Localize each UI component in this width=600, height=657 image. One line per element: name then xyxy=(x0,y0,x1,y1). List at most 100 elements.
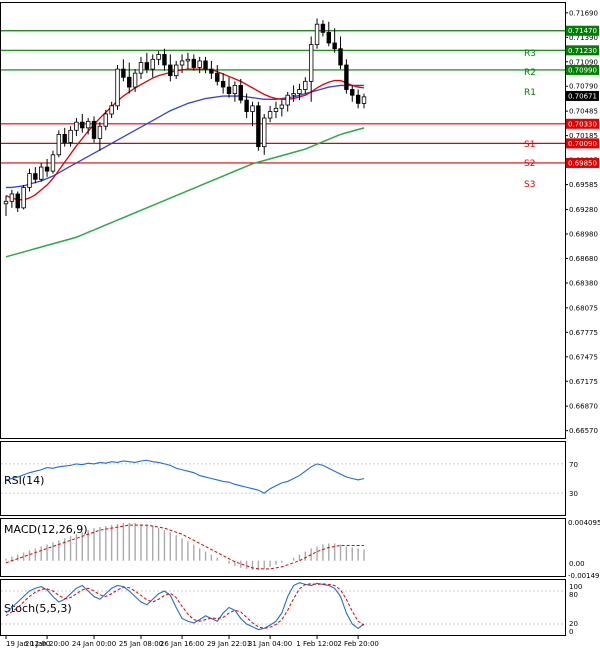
candle-body xyxy=(355,94,361,104)
rsi-tick-30: 30 xyxy=(569,490,578,498)
y-tick-label: 0.66570 xyxy=(569,427,598,435)
candle-body xyxy=(361,96,367,104)
level-price-label: 0.71470 xyxy=(568,27,597,35)
level-price-label: 0.70330 xyxy=(568,120,597,128)
candle-body xyxy=(156,54,161,60)
candle-body xyxy=(262,117,267,148)
level-price-box xyxy=(566,118,599,129)
x-tick-label: 24 Jan 00:00 xyxy=(72,640,116,648)
level-label-r1: R1 xyxy=(524,88,536,98)
level-price-label: 0.71230 xyxy=(568,47,597,55)
ma-red-line xyxy=(5,68,365,201)
candle-body xyxy=(314,23,320,46)
candle-body xyxy=(273,107,279,112)
y-tick-label: 0.70185 xyxy=(569,132,598,140)
candle-body xyxy=(132,72,138,88)
x-tick-label: 26 Jan 16:00 xyxy=(160,640,204,648)
macd-tick-zero: 0.00 xyxy=(569,560,585,568)
current-price-label: 0.70671 xyxy=(568,92,597,100)
macd-panel xyxy=(0,518,566,577)
candle-body xyxy=(244,99,249,112)
candle-body xyxy=(279,104,285,109)
y-tick-label: 0.67175 xyxy=(569,378,598,386)
level-price-box xyxy=(566,138,599,149)
y-tick-label: 0.68680 xyxy=(569,255,598,263)
candle-body xyxy=(162,54,167,66)
candle-body xyxy=(103,113,108,127)
y-tick-label: 0.71690 xyxy=(569,9,598,17)
macd-signal-line xyxy=(5,524,364,570)
level-price-label: 0.70990 xyxy=(568,66,597,74)
candle-body xyxy=(50,154,56,172)
candle-body xyxy=(27,173,32,188)
level-label-s2: S2 xyxy=(524,159,535,169)
y-tick-label: 0.69280 xyxy=(569,206,598,214)
candle-body xyxy=(74,121,79,131)
macd-tick-min: -0.001497 xyxy=(568,572,600,580)
stoch-title: Stoch(5,5,3) xyxy=(4,602,72,615)
y-tick-label: 0.68075 xyxy=(569,304,598,312)
candle-body xyxy=(350,89,355,96)
level-price-box xyxy=(566,64,599,75)
rsi-panel xyxy=(0,441,566,516)
candle-body xyxy=(326,31,331,44)
rsi-tick-70: 70 xyxy=(569,461,578,469)
candle-body xyxy=(303,80,308,90)
candle-body xyxy=(9,193,15,202)
x-tick-label: 1 Feb 12:00 xyxy=(296,640,337,648)
macd-tick-max: 0.004095 xyxy=(568,519,600,527)
candle-body xyxy=(68,129,73,143)
candle-body xyxy=(191,58,197,68)
candle-body xyxy=(144,62,150,70)
stoch-tick-80: 80 xyxy=(569,591,578,599)
candle-body xyxy=(291,93,296,96)
main-panel xyxy=(0,2,566,439)
candle-body xyxy=(179,60,185,66)
candle-body xyxy=(203,60,208,70)
candle-body xyxy=(39,166,44,180)
candle-body xyxy=(127,76,132,88)
y-tick-label: 0.67475 xyxy=(569,353,598,361)
candle-body xyxy=(238,85,243,101)
x-tick-label: 31 Jan 04:00 xyxy=(248,640,292,648)
x-tick-label: 25 Jan 08:00 xyxy=(119,640,163,648)
macd-title: MACD(12,26,9) xyxy=(4,523,88,536)
candle-body xyxy=(121,68,126,78)
candle-body xyxy=(109,105,114,115)
current-price-box xyxy=(566,90,599,101)
candle-body xyxy=(97,125,103,139)
y-tick-label: 0.66870 xyxy=(569,403,598,411)
stoch-tick-100: 100 xyxy=(569,583,582,591)
y-tick-label: 0.68980 xyxy=(569,230,598,238)
candle-body xyxy=(197,60,202,68)
candle-body xyxy=(285,94,290,106)
candle-body xyxy=(91,120,97,139)
level-label-s3: S3 xyxy=(524,180,535,190)
rsi-title: RSI(14) xyxy=(4,474,44,487)
candle-body xyxy=(80,121,85,129)
level-price-box xyxy=(566,25,599,36)
level-label-r2: R2 xyxy=(524,68,536,78)
stoch-tick-0: 0 xyxy=(569,628,573,636)
x-tick-label: 2 Feb 20:00 xyxy=(337,640,378,648)
y-tick-label: 0.70790 xyxy=(569,83,598,91)
candle-body xyxy=(44,166,50,172)
level-price-box xyxy=(566,45,599,56)
x-tick-label: 19 Jan 12:00 xyxy=(6,640,50,648)
candle-body xyxy=(344,64,349,90)
y-tick-label: 0.71390 xyxy=(569,34,598,42)
candle-body xyxy=(168,64,173,77)
candle-body xyxy=(232,85,238,94)
candle-body xyxy=(308,44,314,82)
level-label-s1: S1 xyxy=(524,140,535,150)
y-tick-label: 0.68380 xyxy=(569,279,598,287)
candle-body xyxy=(297,89,302,94)
x-tick-label: 20 Jan 20:00 xyxy=(25,640,69,648)
x-tick-label: 29 Jan 22:01 xyxy=(207,640,251,648)
candle-body xyxy=(85,120,91,129)
ma-blue-line xyxy=(6,84,364,189)
candle-body xyxy=(256,105,261,148)
rsi-line xyxy=(5,459,365,494)
candle-body xyxy=(56,133,62,156)
